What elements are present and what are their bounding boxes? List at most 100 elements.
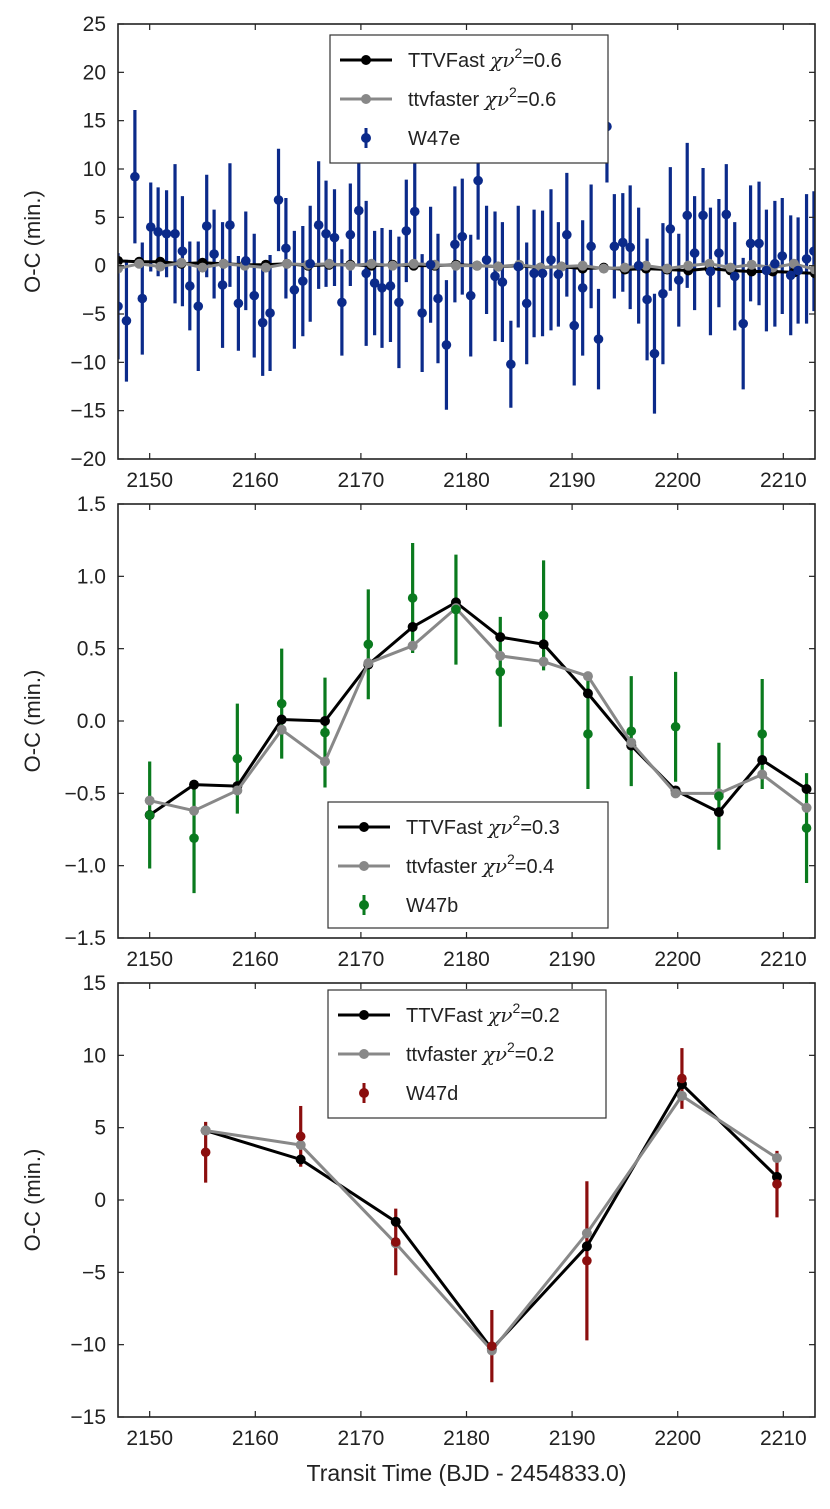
ttvfaster-point: [363, 658, 374, 669]
legend-label: W47e: [408, 128, 460, 150]
x-tick-label: 2200: [654, 469, 701, 492]
panel-w47e: 2150 2160 2170 2180 2190 2200 2210 −20 −15 −10 −5 0…: [20, 13, 816, 492]
ttvfaster-point: [619, 262, 630, 273]
observation-point: [633, 260, 644, 271]
y-tick-label: 5: [94, 1117, 106, 1140]
legend-marker: [359, 1049, 369, 1059]
ttvfaster-point: [260, 262, 271, 273]
y-tick-label: 15: [83, 972, 106, 995]
observation-point: [450, 239, 460, 250]
y-tick-label: 15: [83, 110, 106, 133]
ttvfast-point: [538, 639, 549, 650]
observation-point: [401, 226, 412, 236]
ttvfaster-point: [581, 1228, 592, 1239]
observation-point: [465, 290, 476, 301]
observation-point: [714, 248, 724, 258]
observation-point: [281, 243, 291, 254]
y-tick-label: −5: [82, 303, 106, 326]
x-tick-label: 2180: [443, 469, 490, 492]
y-tick-label: 10: [83, 158, 106, 181]
ttvfaster-point: [324, 258, 335, 269]
ttvfaster-point: [704, 258, 715, 269]
y-tick-label: 20: [83, 61, 106, 84]
observation-point: [689, 248, 700, 258]
x-tick-label: 2170: [338, 1427, 385, 1450]
observation-point: [562, 229, 572, 240]
observation-point: [577, 283, 588, 293]
legend-marker: [359, 861, 369, 871]
observation-point: [513, 261, 524, 272]
ttvfaster-point: [218, 258, 229, 269]
observation-point: [487, 1341, 497, 1351]
y-tick-label: −5: [82, 1261, 106, 1284]
observation-point: [682, 210, 693, 221]
x-tick-label: 2210: [760, 469, 807, 492]
y-tick-label: −1.5: [65, 927, 106, 950]
observation-point: [177, 246, 188, 256]
observation-point: [390, 1237, 401, 1247]
observation-point: [385, 281, 396, 291]
x-tick-label: 2200: [654, 1427, 701, 1450]
observation-point: [698, 210, 708, 221]
ttvfast-point: [582, 688, 593, 699]
observation-point: [257, 317, 268, 328]
observation-point: [625, 242, 635, 253]
ttvfaster-point: [801, 802, 812, 813]
ttvfaster-point: [626, 737, 637, 748]
observation-point: [785, 270, 796, 281]
observation-point: [161, 228, 172, 239]
observation-point: [529, 268, 539, 279]
observation-point: [626, 726, 637, 736]
observation-point: [506, 359, 516, 370]
x-tick-label: 2160: [232, 1427, 279, 1450]
observation-point: [407, 593, 418, 603]
ttvfaster-point: [725, 262, 736, 273]
observation-point: [609, 241, 620, 252]
observation-point: [582, 1255, 592, 1266]
legend-marker: [361, 55, 371, 65]
ttvfaster-point: [144, 795, 155, 806]
observation-point: [225, 220, 235, 230]
ttvfaster-point: [670, 788, 681, 799]
x-tick-label: 2170: [338, 469, 385, 492]
observation-point: [345, 229, 356, 240]
legend-label: TTVFast χν2=0.6: [408, 45, 562, 72]
x-tick-label: 2150: [126, 948, 173, 971]
ttvfaster-point: [598, 263, 609, 274]
ttvfaster-point: [495, 650, 506, 661]
ttvfast-point: [581, 1241, 592, 1252]
observation-point: [497, 277, 508, 287]
legend-label: TTVFast χν2=0.2: [406, 1000, 560, 1027]
axes-frame: [117, 23, 816, 460]
observation-point: [801, 823, 812, 833]
x-tick-label: 2180: [443, 948, 490, 971]
ttvfaster-point: [189, 805, 200, 816]
y-tick-label: 0: [94, 1189, 106, 1212]
observation-point: [377, 283, 387, 293]
observation-point: [569, 320, 580, 331]
ttvfast-point: [118, 255, 123, 266]
legend-label: TTVFast χν2=0.3: [406, 812, 560, 839]
x-tick-label: 2180: [443, 1427, 490, 1450]
observation-point: [185, 281, 195, 291]
observation-point: [118, 301, 123, 312]
observation-point: [490, 271, 500, 282]
x-tick-label: 2200: [654, 948, 701, 971]
observation-point: [705, 266, 716, 277]
observation-point: [189, 833, 199, 843]
observation-point: [353, 205, 364, 216]
panel-w47d: 2150 2160 2170 2180 2190 2200 2210 −15 −10 −5 0 5 10…: [20, 972, 816, 1486]
observation-point: [363, 639, 374, 650]
legend: TTVFast χν2=0.6 ttvfaster χν2=0.6 W47e: [329, 34, 609, 164]
ttvfaster-point: [757, 769, 768, 780]
observation-point: [321, 228, 331, 239]
observation-point: [394, 297, 404, 308]
y-tick-label: 0.5: [77, 638, 106, 661]
legend-marker: [359, 1088, 369, 1098]
x-tick-label: 2170: [338, 948, 385, 971]
ttvfaster-point: [810, 264, 815, 275]
ttvfaster-line: [118, 261, 815, 271]
observation-point: [593, 334, 604, 344]
ttvfaster-line: [149, 606, 808, 813]
ttvfaster-point: [319, 756, 330, 767]
